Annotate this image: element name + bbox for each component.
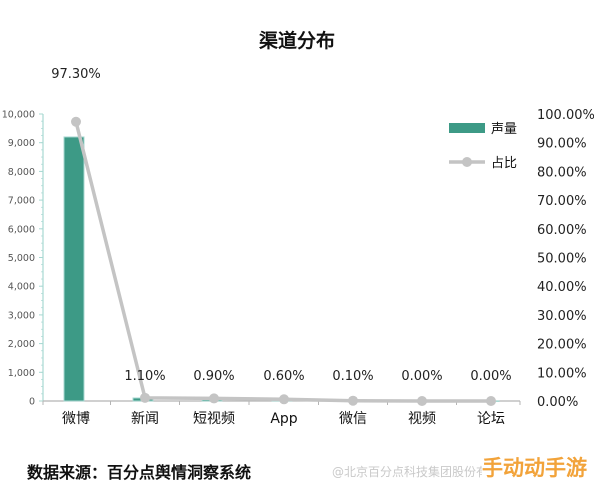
watermark-text: @北京百分点科技集团股份有限公司 — [332, 465, 482, 479]
legend-line-label: 占比 — [491, 156, 517, 171]
category-label: 视频 — [408, 411, 436, 427]
right-axis-tick-label: 40.00% — [537, 280, 587, 295]
share-data-label: 0.00% — [401, 369, 442, 384]
right-axis-tick-label: 20.00% — [537, 338, 587, 353]
left-axis-tick-label: 6,000 — [8, 224, 35, 235]
share-data-label: 0.60% — [263, 369, 304, 384]
category-label: 短视频 — [193, 411, 235, 427]
left-axis-tick-label: 7,000 — [8, 196, 35, 207]
share-line — [74, 121, 491, 403]
legend-bar-label: 声量 — [491, 122, 517, 137]
share-data-label: 0.10% — [332, 369, 373, 384]
left-axis-tick-label: 5,000 — [8, 253, 35, 264]
left-axis-tick-label: 3,000 — [8, 310, 35, 321]
right-axis-tick-label: 70.00% — [537, 194, 587, 209]
category-label: App — [270, 411, 297, 427]
left-axis-tick-label: 2,000 — [8, 339, 35, 350]
left-axis-tick-label: 9,000 — [8, 138, 35, 149]
share-point-论坛 — [486, 396, 496, 406]
category-label: 论坛 — [477, 411, 505, 427]
category-label: 新闻 — [131, 411, 159, 427]
share-data-label: 97.30% — [51, 67, 101, 82]
right-axis-tick-label: 50.00% — [537, 252, 587, 267]
data-source-note: 数据来源：百分点舆情洞察系统 — [27, 463, 252, 482]
right-axis-tick-label: 100.00% — [537, 108, 594, 123]
legend-line-marker — [462, 157, 472, 167]
share-point-短视频 — [209, 393, 219, 404]
share-point-微博 — [71, 116, 81, 127]
right-axis-tick-label: 90.00% — [537, 137, 587, 152]
left-axis-tick-label: 0 — [29, 397, 35, 408]
legend-bar-swatch — [449, 123, 485, 133]
right-axis-tick-label: 60.00% — [537, 223, 587, 238]
left-axis-tick-label: 10,000 — [2, 110, 35, 121]
category-label: 微信 — [339, 411, 367, 427]
share-point-App — [279, 394, 289, 405]
right-axis-tick-label: 10.00% — [537, 366, 587, 381]
share-data-label: 0.00% — [470, 369, 511, 384]
right-axis-tick-label: 30.00% — [537, 309, 587, 324]
left-axis-tick-label: 1,000 — [8, 368, 35, 379]
right-axis-tick-label: 80.00% — [537, 165, 587, 180]
bar-微博 — [63, 136, 85, 402]
brand-logo-text: 手动动手游 — [482, 456, 587, 480]
left-axis-tick-label: 4,000 — [8, 282, 35, 293]
chart-title: 渠道分布 — [258, 30, 335, 52]
share-data-label: 0.90% — [193, 369, 234, 384]
share-point-新闻 — [140, 392, 150, 403]
left-axis-tick-label: 8,000 — [8, 167, 35, 178]
right-axis-tick-label: 0.00% — [537, 395, 578, 410]
category-label: 微博 — [62, 410, 90, 427]
share-point-微信 — [348, 395, 358, 406]
share-point-视频 — [417, 396, 427, 406]
share-data-label: 1.10% — [124, 369, 165, 384]
